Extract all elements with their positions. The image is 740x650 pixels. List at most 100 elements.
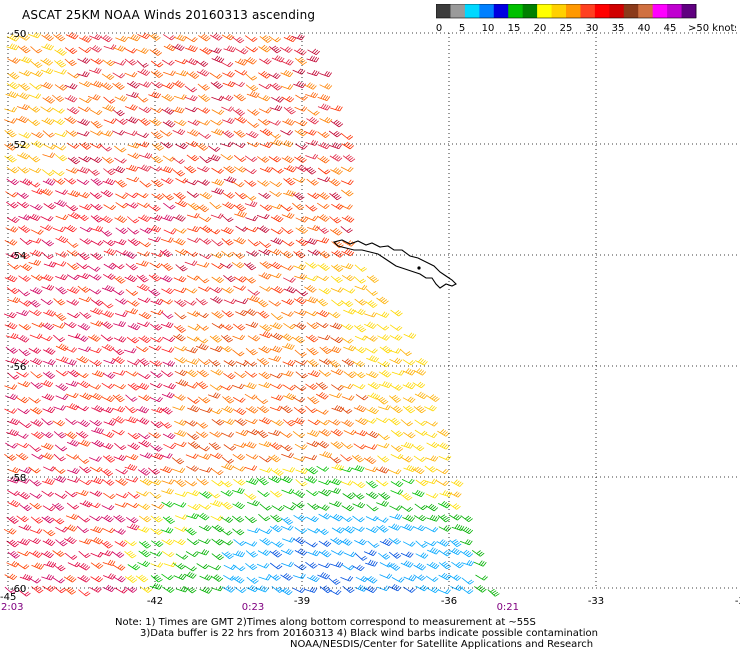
wind-barb bbox=[195, 381, 209, 390]
wind-barb bbox=[292, 177, 306, 183]
wind-barb bbox=[103, 118, 117, 124]
wind-barb bbox=[317, 131, 330, 139]
wind-barb bbox=[90, 177, 103, 186]
wind-barb bbox=[79, 466, 92, 474]
wind-barb bbox=[451, 561, 464, 569]
wind-barb bbox=[102, 104, 116, 112]
wind-barb bbox=[329, 392, 342, 399]
wind-barb bbox=[102, 454, 116, 463]
wind-barb bbox=[305, 383, 318, 390]
colorbar-segment bbox=[551, 4, 567, 18]
wind-barb bbox=[64, 359, 77, 366]
wind-barb bbox=[15, 452, 29, 461]
wind-barb bbox=[281, 452, 294, 459]
wind-barb bbox=[150, 528, 163, 535]
wind-barb bbox=[102, 395, 115, 402]
wind-barb bbox=[126, 502, 140, 509]
colorbar-segment bbox=[522, 4, 538, 18]
wind-barb bbox=[281, 240, 295, 247]
wind-barb bbox=[221, 250, 234, 258]
wind-barb bbox=[125, 416, 138, 424]
wind-barb bbox=[126, 80, 140, 89]
wind-barb bbox=[270, 383, 283, 389]
wind-barb bbox=[330, 513, 343, 522]
wind-barb bbox=[211, 128, 225, 136]
wind-barb bbox=[184, 287, 198, 294]
wind-barb bbox=[75, 430, 89, 439]
wind-barb bbox=[150, 298, 164, 305]
wind-barb bbox=[127, 152, 141, 159]
wind-barb bbox=[66, 274, 80, 281]
wind-barb bbox=[161, 59, 175, 66]
wind-barb bbox=[269, 373, 283, 379]
wind-barb bbox=[77, 515, 91, 523]
wind-barb bbox=[307, 192, 320, 199]
wind-barb bbox=[222, 395, 235, 404]
wind-barb bbox=[162, 119, 176, 128]
wind-barb bbox=[174, 369, 188, 376]
wind-barb bbox=[54, 313, 67, 321]
wind-barb bbox=[55, 369, 69, 377]
wind-barb bbox=[90, 58, 103, 65]
wind-barb bbox=[151, 452, 164, 460]
wind-barb bbox=[127, 34, 141, 42]
wind-barb bbox=[244, 276, 257, 284]
wind-barb bbox=[208, 491, 221, 499]
wind-barb bbox=[283, 419, 296, 427]
wind-barb bbox=[127, 216, 140, 224]
wind-barb bbox=[77, 71, 90, 78]
wind-barb bbox=[400, 492, 413, 501]
wind-barb bbox=[247, 121, 260, 128]
wind-barb bbox=[330, 441, 344, 449]
colorbar-segment bbox=[479, 4, 495, 18]
offshore-islet bbox=[417, 266, 421, 270]
wind-barb bbox=[269, 82, 282, 91]
wind-barb bbox=[365, 491, 379, 500]
wind-barb bbox=[42, 538, 56, 546]
pass-time-label: 2:03 bbox=[1, 602, 23, 613]
colorbar-label: 10 bbox=[482, 23, 495, 34]
wind-barb bbox=[40, 81, 53, 89]
wind-barb bbox=[211, 322, 225, 329]
wind-barb bbox=[77, 575, 91, 583]
wind-barb bbox=[376, 417, 389, 424]
wind-barb bbox=[317, 103, 331, 111]
wind-barb bbox=[17, 34, 30, 41]
wind-barb bbox=[377, 360, 391, 368]
wind-barb bbox=[101, 514, 114, 523]
wind-barb bbox=[328, 487, 342, 494]
wind-barb bbox=[90, 320, 104, 327]
wind-barb bbox=[341, 189, 354, 197]
wind-barb bbox=[76, 214, 89, 222]
wind-barb bbox=[139, 586, 153, 593]
wind-barb bbox=[100, 443, 114, 450]
wind-barb bbox=[160, 527, 174, 534]
wind-barb bbox=[103, 573, 116, 580]
wind-barb bbox=[136, 382, 150, 390]
wind-barb bbox=[16, 371, 29, 378]
wind-barb bbox=[235, 225, 248, 232]
wind-barb bbox=[78, 141, 92, 150]
wind-barb bbox=[102, 273, 116, 280]
wind-barb bbox=[377, 334, 390, 341]
wind-barb bbox=[124, 463, 138, 471]
wind-barb bbox=[295, 371, 308, 379]
wind-barb bbox=[54, 84, 68, 91]
wind-barb bbox=[67, 333, 81, 339]
wind-barb bbox=[268, 272, 282, 279]
wind-barb bbox=[259, 324, 272, 332]
wind-barb bbox=[64, 347, 78, 353]
wind-barb bbox=[151, 540, 164, 548]
wind-barb bbox=[136, 526, 150, 533]
wind-barb bbox=[113, 336, 127, 343]
wind-barb bbox=[268, 429, 281, 436]
wind-barb bbox=[197, 83, 210, 91]
wind-barb bbox=[103, 419, 117, 426]
wind-barb bbox=[402, 541, 416, 547]
wind-barb bbox=[55, 526, 68, 533]
wind-barb bbox=[112, 109, 125, 117]
wind-barb bbox=[307, 109, 320, 116]
wind-barb bbox=[295, 479, 308, 487]
wind-barb bbox=[199, 467, 213, 473]
longitude-label: -39 bbox=[294, 596, 310, 607]
